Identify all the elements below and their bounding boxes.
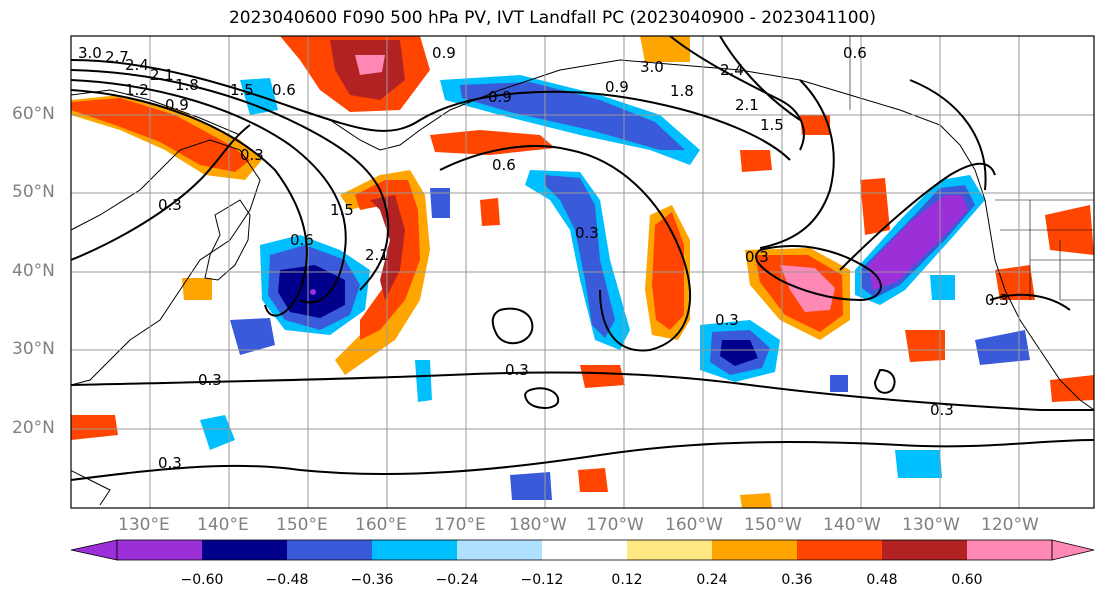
contour-label: 0.6	[272, 81, 296, 99]
contour-label: 0.3	[158, 454, 182, 472]
colorbar-swatch	[797, 540, 882, 560]
lon-label: 140°E	[197, 515, 249, 535]
colorbar-tick-label: 0.12	[611, 572, 643, 588]
contour-labels: 3.0 2.7 2.4 2.1 1.8 1.5 1.2 0.9 0.6 0.3 …	[78, 44, 1009, 472]
colorbar-tick-label: −0.48	[265, 572, 309, 588]
colorbar-swatch	[882, 540, 967, 560]
political-borders	[849, 36, 1094, 301]
lon-label: 160°W	[665, 515, 723, 535]
contour-label: 2.4	[720, 61, 744, 79]
contour-label: 1.2	[125, 81, 149, 99]
colorbar-tick-label: 0.48	[866, 572, 898, 588]
contour-label: 1.5	[760, 116, 784, 134]
lon-label: 120°W	[981, 515, 1039, 535]
lon-label: 160°E	[355, 515, 407, 535]
contour-label: 0.3	[715, 311, 739, 329]
ivt-contours	[71, 36, 1094, 481]
contour-label: 0.3	[745, 248, 769, 266]
colorbar-frame	[116, 539, 1053, 561]
map-frame	[70, 35, 1095, 509]
colorbar-tick-label: −0.36	[350, 572, 394, 588]
colorbar-swatch	[712, 540, 797, 560]
contour-label: 0.3	[505, 361, 529, 379]
lon-label: 130°W	[902, 515, 960, 535]
contour-label: 0.6	[290, 231, 314, 249]
lat-label: 50°N	[12, 182, 55, 202]
contour-label: 0.9	[488, 88, 512, 106]
contour-label: 1.8	[670, 82, 694, 100]
contour-label: 0.3	[158, 196, 182, 214]
colorbar-swatch	[117, 540, 202, 560]
contour-label: 2.7	[105, 48, 129, 66]
contour-label: 2.1	[150, 66, 174, 84]
lat-label: 20°N	[12, 418, 55, 438]
contour-label: 2.1	[735, 96, 759, 114]
colorbar-swatch	[1051, 539, 1095, 561]
colorbar-swatch	[372, 540, 457, 560]
lon-label: 170°W	[586, 515, 644, 535]
colorbar-swatch	[70, 539, 118, 561]
lat-label: 40°N	[12, 261, 55, 281]
contour-label: 0.6	[492, 156, 516, 174]
lon-label: 150°E	[276, 515, 328, 535]
contour-label: 0.3	[240, 146, 264, 164]
colorbar	[70, 539, 1095, 561]
colorbar-tick-label: 0.24	[696, 572, 728, 588]
contour-label: 0.3	[930, 401, 954, 419]
lat-label: 30°N	[12, 339, 55, 359]
colorbar-swatch	[202, 540, 287, 560]
colorbar-tick-label: 0.36	[781, 572, 813, 588]
lon-label: 180°W	[509, 515, 567, 535]
colorbar-tick-label: −0.12	[520, 572, 564, 588]
contour-label: 2.4	[125, 56, 149, 74]
figure-title: 2023040600 F090 500 hPa PV, IVT Landfall…	[228, 8, 876, 28]
colorbar-tick-label: −0.24	[435, 572, 479, 588]
lat-label: 60°N	[12, 104, 55, 124]
lon-label: 170°E	[434, 515, 486, 535]
colorbar-swatch	[542, 540, 627, 560]
colorbar-swatch	[967, 540, 1052, 560]
contour-label: 0.9	[605, 78, 629, 96]
colorbar-swatch	[457, 540, 542, 560]
colorbar-tick-label: 0.60	[951, 572, 983, 588]
contour-label: 0.9	[165, 96, 189, 114]
contour-label: 3.0	[640, 58, 664, 76]
contour-label: 0.6	[843, 44, 867, 62]
colorbar-tick-label: −0.60	[180, 572, 224, 588]
colorbar-swatch	[287, 540, 372, 560]
lon-label: 130°E	[118, 515, 170, 535]
contour-label: 1.5	[330, 201, 354, 219]
gridlines	[71, 36, 1094, 508]
contour-label: 0.3	[575, 224, 599, 242]
contour-label: 0.3	[198, 371, 222, 389]
contour-label: 0.3	[985, 291, 1009, 309]
contour-label: 1.5	[230, 81, 254, 99]
colorbar-swatch	[627, 540, 712, 560]
contour-label: 3.0	[78, 44, 102, 62]
contour-label: 1.8	[175, 76, 199, 94]
lon-label: 150°W	[744, 515, 802, 535]
contour-label: 2.1	[365, 246, 389, 264]
contour-label: 0.9	[432, 44, 456, 62]
lon-label: 140°W	[823, 515, 881, 535]
